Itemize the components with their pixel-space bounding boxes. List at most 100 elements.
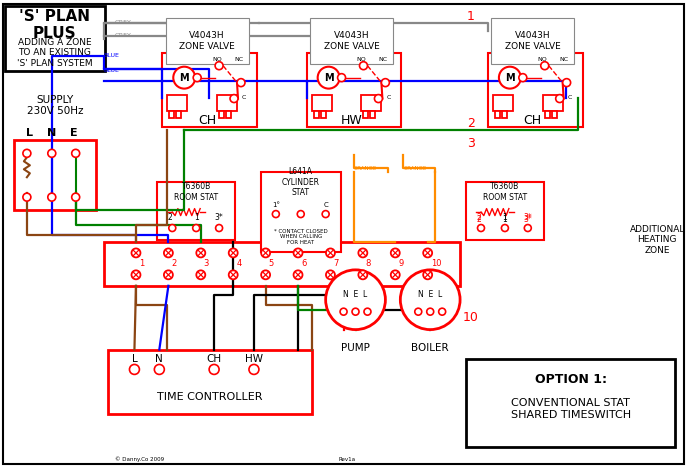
- Text: V4043H
ZONE VALVE: V4043H ZONE VALVE: [324, 31, 380, 51]
- Text: 2: 2: [477, 215, 482, 224]
- Circle shape: [273, 211, 279, 218]
- Circle shape: [173, 67, 195, 88]
- Circle shape: [541, 62, 549, 70]
- Text: * CONTACT CLOSED
WHEN CALLING
FOR HEAT: * CONTACT CLOSED WHEN CALLING FOR HEAT: [274, 229, 328, 245]
- FancyBboxPatch shape: [157, 182, 235, 240]
- Text: L: L: [132, 354, 137, 365]
- Text: C: C: [568, 95, 572, 100]
- Text: OPTION 1:: OPTION 1:: [535, 373, 607, 386]
- FancyBboxPatch shape: [217, 95, 237, 110]
- Circle shape: [415, 308, 422, 315]
- Text: 3: 3: [467, 137, 475, 150]
- Text: CH: CH: [206, 354, 221, 365]
- Text: 10: 10: [431, 259, 441, 268]
- Circle shape: [164, 271, 173, 279]
- Text: 3*: 3*: [524, 213, 532, 222]
- Text: CH: CH: [524, 114, 542, 127]
- Circle shape: [426, 308, 434, 315]
- FancyBboxPatch shape: [162, 53, 257, 127]
- Text: 5: 5: [268, 259, 274, 268]
- Text: 1: 1: [502, 213, 507, 222]
- Circle shape: [197, 249, 206, 257]
- Text: 1: 1: [502, 215, 507, 224]
- Circle shape: [555, 95, 564, 102]
- Text: V4043H
ZONE VALVE: V4043H ZONE VALVE: [505, 31, 561, 51]
- Text: 3: 3: [204, 259, 209, 268]
- FancyBboxPatch shape: [14, 140, 96, 210]
- Circle shape: [524, 225, 531, 232]
- Text: E: E: [70, 128, 77, 139]
- Circle shape: [155, 365, 164, 374]
- Text: 2: 2: [477, 213, 482, 222]
- Text: N: N: [155, 354, 164, 365]
- Text: BLUE: BLUE: [104, 53, 119, 58]
- Text: ORANGE: ORANGE: [353, 166, 377, 171]
- FancyBboxPatch shape: [219, 110, 224, 118]
- Circle shape: [228, 249, 237, 257]
- Circle shape: [317, 67, 339, 88]
- FancyBboxPatch shape: [226, 110, 231, 118]
- FancyBboxPatch shape: [371, 110, 375, 118]
- Text: N  E  L: N E L: [344, 290, 368, 299]
- Text: 2: 2: [168, 213, 172, 222]
- Circle shape: [72, 149, 79, 157]
- Text: NO: NO: [212, 57, 222, 62]
- FancyBboxPatch shape: [493, 95, 513, 110]
- FancyBboxPatch shape: [312, 95, 332, 110]
- Circle shape: [358, 271, 367, 279]
- FancyBboxPatch shape: [3, 4, 684, 464]
- Circle shape: [322, 211, 329, 218]
- Text: SUPPLY
230V 50Hz: SUPPLY 230V 50Hz: [26, 95, 83, 117]
- Circle shape: [228, 271, 237, 279]
- Text: L: L: [26, 128, 33, 139]
- Circle shape: [132, 271, 141, 279]
- Text: GREY: GREY: [115, 33, 131, 38]
- Circle shape: [375, 95, 382, 102]
- Circle shape: [519, 73, 526, 81]
- Circle shape: [352, 308, 359, 315]
- Text: BLUE: BLUE: [104, 68, 119, 73]
- Circle shape: [477, 225, 484, 232]
- Text: M: M: [179, 73, 189, 83]
- Circle shape: [130, 365, 139, 374]
- Text: L641A
CYLINDER
STAT: L641A CYLINDER STAT: [282, 168, 319, 197]
- Text: 2: 2: [467, 117, 475, 130]
- Text: 'S' PLAN
PLUS: 'S' PLAN PLUS: [19, 9, 90, 41]
- Circle shape: [340, 308, 347, 315]
- Circle shape: [502, 225, 509, 232]
- FancyBboxPatch shape: [552, 110, 557, 118]
- FancyBboxPatch shape: [466, 359, 676, 447]
- Text: PUMP: PUMP: [341, 343, 370, 352]
- Circle shape: [193, 225, 199, 232]
- Circle shape: [193, 73, 201, 81]
- Circle shape: [359, 62, 368, 70]
- Text: NC: NC: [378, 57, 388, 62]
- Text: HW: HW: [245, 354, 263, 365]
- Circle shape: [48, 193, 56, 201]
- Circle shape: [48, 149, 56, 157]
- Text: NC: NC: [560, 57, 569, 62]
- Text: 7: 7: [333, 259, 339, 268]
- FancyBboxPatch shape: [314, 110, 319, 118]
- FancyBboxPatch shape: [307, 53, 402, 127]
- FancyBboxPatch shape: [104, 242, 460, 286]
- Text: ORANGE: ORANGE: [404, 166, 426, 171]
- Circle shape: [293, 271, 302, 279]
- Circle shape: [400, 270, 460, 329]
- Text: C: C: [242, 95, 246, 100]
- Circle shape: [23, 149, 31, 157]
- Circle shape: [297, 211, 304, 218]
- Text: C: C: [324, 202, 328, 208]
- Text: © Danny.Co 2009: © Danny.Co 2009: [115, 456, 164, 462]
- Text: N: N: [47, 128, 57, 139]
- Text: ADDITIONAL
HEATING
ZONE: ADDITIONAL HEATING ZONE: [629, 225, 685, 255]
- Text: 1: 1: [194, 213, 199, 222]
- Text: HW: HW: [341, 114, 362, 127]
- Text: 4: 4: [236, 259, 241, 268]
- Circle shape: [293, 249, 302, 257]
- FancyBboxPatch shape: [321, 110, 326, 118]
- Circle shape: [326, 270, 386, 329]
- Text: T6360B
ROOM STAT: T6360B ROOM STAT: [174, 183, 218, 202]
- Text: TIME CONTROLLER: TIME CONTROLLER: [157, 392, 262, 402]
- Text: 1: 1: [467, 10, 475, 23]
